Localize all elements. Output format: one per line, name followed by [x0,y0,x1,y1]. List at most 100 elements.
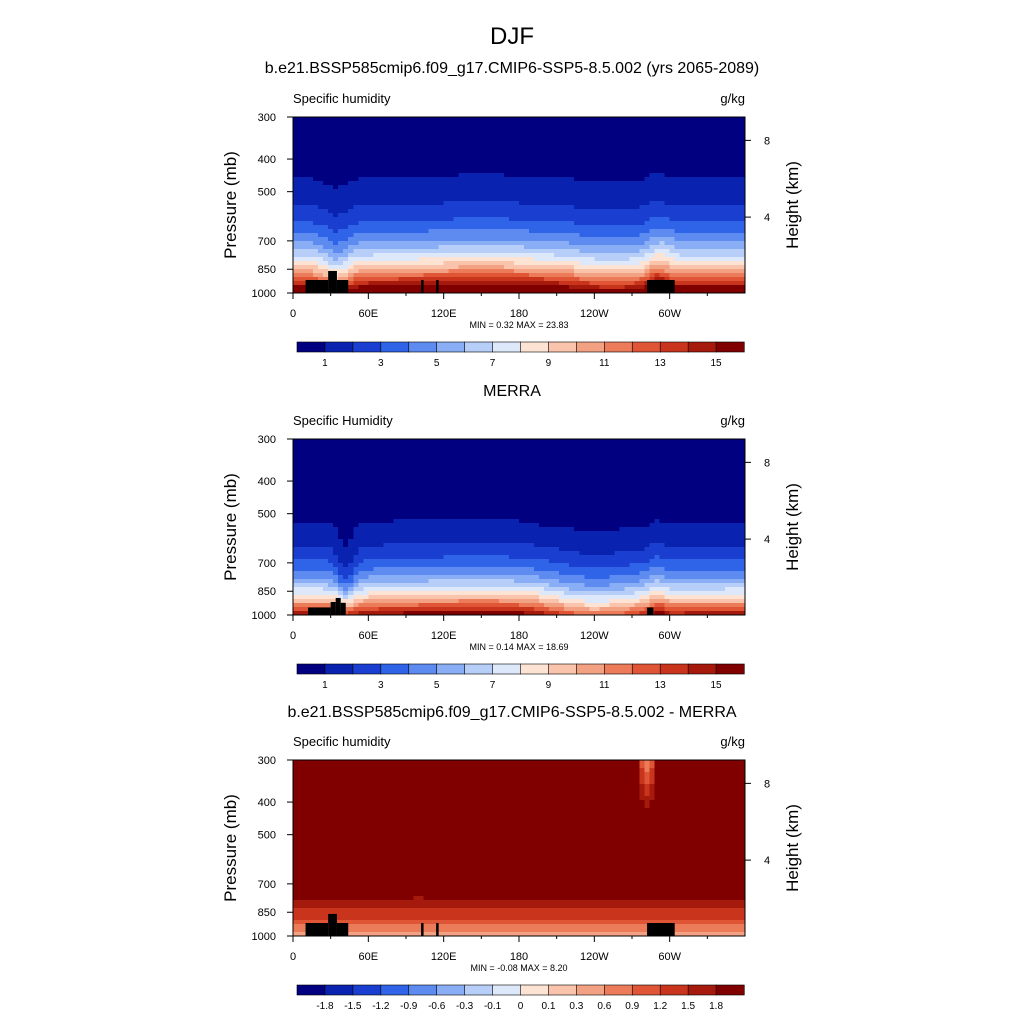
heatmap-cell [734,213,741,218]
heatmap-cell [453,245,460,250]
heatmap-cell [699,205,706,210]
heatmap-cell [674,205,681,210]
heatmap-cell [298,447,304,452]
heatmap-cell [734,241,741,246]
heatmap-cell [699,185,706,190]
heatmap-cell [629,125,636,130]
heatmap-cell [599,261,605,266]
heatmap-cell [403,173,410,178]
heatmap-cell [534,221,540,226]
heatmap-cell [388,253,395,258]
heatmap-cell [709,197,716,202]
heatmap-cell [408,217,415,222]
heatmap-cell [403,463,410,468]
heatmap-cell [674,443,681,448]
heatmap-cell [589,447,595,452]
heatmap-cell [614,273,621,278]
heatmap-cell [589,141,595,146]
heatmap-cell [619,165,626,170]
heatmap-cell [559,137,565,142]
heatmap-cell [298,197,304,202]
heatmap-cell [719,475,726,480]
heatmap-cell [433,459,440,464]
heatmap-cell [413,471,420,476]
heatmap-cell [699,233,706,238]
heatmap-cell [664,439,671,444]
heatmap-cell [589,157,595,162]
heatmap-cell [704,137,711,142]
colorbar-label: 7 [490,358,496,369]
heatmap-cell [724,121,731,126]
heatmap-cell [569,153,575,158]
heatmap-cell [413,443,420,448]
heatmap-cell [373,467,379,472]
heatmap-cell [539,253,545,258]
heatmap-cell [594,133,600,138]
heatmap-cell [594,177,600,182]
heatmap-cell [443,241,450,246]
heatmap-cell [699,277,706,282]
heatmap-cell [714,157,721,162]
heatmap-cell [519,451,525,456]
heatmap-cell [453,443,460,448]
heatmap-cell [448,213,455,218]
heatmap-cell [433,241,440,246]
heatmap-cell [659,249,666,254]
heatmap-cell [544,233,550,238]
heatmap-cell [328,455,334,460]
heatmap-cell [358,201,364,206]
heatmap-cell [629,443,636,448]
heatmap-cell [594,181,600,186]
heatmap-cell [534,169,540,174]
heatmap-cell [659,463,666,468]
heatmap-cell [483,439,490,444]
heatmap-cell [629,241,636,246]
heatmap-cell [624,459,631,464]
heatmap-cell [483,463,490,468]
heatmap-cell [654,141,661,146]
heatmap-cell [358,253,364,258]
heatmap-cell [388,213,395,218]
heatmap-cell [704,455,711,460]
heatmap-cell [418,447,425,452]
heatmap-cell [604,225,610,230]
heatmap-cell [373,129,379,134]
heatmap-cell [493,225,500,230]
heatmap-cell [524,269,530,274]
heatmap-cell [423,471,430,476]
heatmap-cell [383,165,390,170]
heatmap-cell [493,193,500,198]
heatmap-cell [493,189,500,194]
heatmap-cell [368,245,374,250]
heatmap-cell [513,181,520,186]
heatmap-cell [488,463,495,468]
heatmap-cell [609,205,616,210]
heatmap-cell [714,201,721,206]
heatmap-cell [674,189,681,194]
heatmap-cell [564,257,570,262]
heatmap-cell [554,463,560,468]
heatmap-cell [508,265,515,270]
x-tick-label: 60E [359,308,379,320]
heatmap-cell [559,145,565,150]
topography-mask [421,280,424,293]
heatmap-cell [358,479,364,484]
heatmap-cell [584,201,590,206]
heatmap-cell [674,185,681,190]
heatmap-cell [589,455,595,460]
heatmap-cell [534,117,540,122]
heatmap-cell [649,241,656,246]
heatmap-cell [729,181,736,186]
heatmap-cell [448,205,455,210]
heatmap-cell [513,209,520,214]
heatmap-cell [483,273,490,278]
heatmap-cell [664,185,671,190]
heatmap-cell [413,133,420,138]
heatmap-cell [293,185,299,190]
heatmap-cell [443,201,450,206]
heatmap-cell [293,149,299,154]
heatmap-cell [609,165,616,170]
heatmap-cell [313,233,319,238]
heatmap-cell [413,277,420,282]
heatmap-cell [599,447,605,452]
